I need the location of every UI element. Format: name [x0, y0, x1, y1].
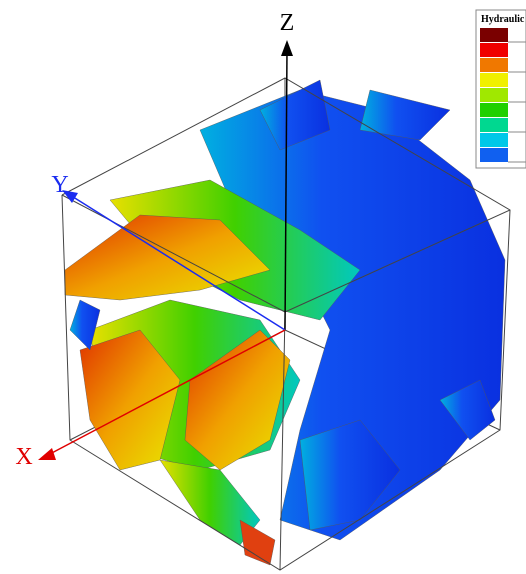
y-label: Y	[51, 172, 68, 198]
z-label: Z	[280, 10, 295, 36]
scene: Z Y X Hydraulic	[0, 0, 526, 574]
x-label: X	[15, 444, 32, 470]
legend-title: Hydraulic	[481, 14, 525, 25]
legend: Hydraulic	[476, 10, 526, 168]
